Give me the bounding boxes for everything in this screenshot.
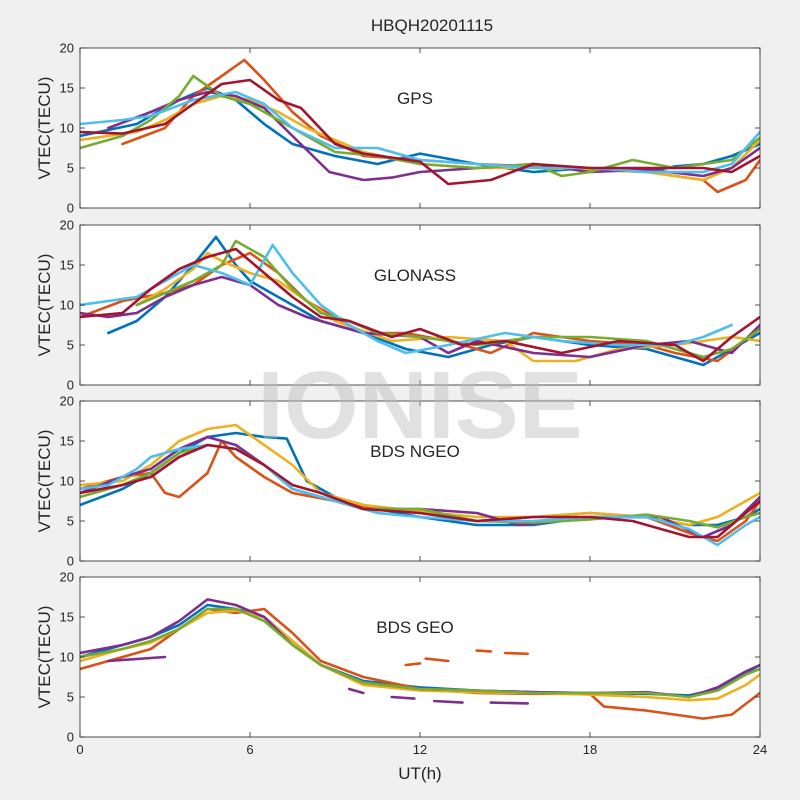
y-tick-label: 20 (60, 41, 74, 56)
series-line-6 (80, 443, 760, 539)
plot-area (80, 401, 760, 561)
y-tick-label: 10 (60, 298, 74, 313)
series-group (80, 58, 760, 194)
series-line-3 (107, 90, 760, 182)
y-tick-label: 10 (60, 474, 74, 489)
series-line-4 (80, 74, 760, 178)
y-tick-label: 5 (67, 690, 74, 705)
series-group (80, 598, 760, 720)
y-tick-label: 15 (60, 258, 74, 273)
y-axis-label: VTEC(TECU) (35, 77, 54, 180)
panel-label: GLONASS (374, 266, 456, 285)
y-tick-label: 0 (67, 201, 74, 216)
series-line-8 (503, 651, 529, 656)
y-tick-label: 10 (60, 121, 74, 136)
plot-area (80, 48, 760, 208)
y-tick-label: 15 (60, 434, 74, 449)
series-line-10 (347, 687, 365, 695)
y-tick-label: 0 (67, 378, 74, 393)
series-line-5 (80, 243, 733, 355)
y-axis-label: VTEC(TECU) (35, 254, 54, 357)
series-line-12 (432, 699, 464, 704)
series-line-6 (80, 78, 760, 186)
series-line-5 (404, 662, 422, 667)
plot-area (80, 225, 760, 385)
x-tick-label: 6 (246, 742, 253, 757)
panel-1: 0 5 10 15 20 VTEC(TECU) GLONASS (35, 218, 761, 393)
panel-label: GPS (397, 89, 433, 108)
panel-2: 0 5 10 15 20 VTEC(TECU) BDS NGEO (35, 394, 761, 569)
series-line-11 (390, 695, 416, 700)
x-tick-label: 0 (76, 742, 83, 757)
panel-0: 0 5 10 15 20 VTEC(TECU) GPS (35, 41, 761, 216)
y-tick-label: 5 (67, 514, 74, 529)
x-tick-label: 24 (753, 742, 767, 757)
series-line-2 (80, 423, 760, 527)
panel-label: BDS GEO (376, 618, 453, 637)
y-axis-label: VTEC(TECU) (35, 430, 54, 533)
series-line-5 (80, 90, 760, 174)
y-axis-label: VTEC(TECU) (35, 606, 54, 709)
y-tick-label: 15 (60, 81, 74, 96)
series-line-6 (424, 657, 450, 663)
watermark: IONISE (257, 352, 582, 459)
series-line-13 (489, 701, 529, 705)
y-tick-label: 20 (60, 394, 74, 409)
figure-title: HBQH20201115 (371, 16, 493, 35)
y-tick-label: 15 (60, 610, 74, 625)
panel-label: BDS NGEO (370, 442, 460, 461)
x-tick-label: 18 (583, 742, 597, 757)
panels: 0 5 10 15 20 VTEC(TECU) GPS 0 5 10 15 20 VTEC(TECU) G… (35, 41, 767, 758)
y-tick-label: 20 (60, 218, 74, 233)
y-tick-label: 0 (67, 730, 74, 745)
series-group (80, 235, 760, 367)
series-group (80, 423, 760, 547)
series-line-4 (80, 607, 760, 699)
x-tick-label: 12 (413, 742, 427, 757)
y-tick-label: 5 (67, 338, 74, 353)
series-line-6 (80, 247, 760, 363)
panel-3: 0 6 12 18 24 0 5 10 15 20 VTEC(TECU) BDS GEO (35, 570, 767, 758)
y-tick-label: 20 (60, 570, 74, 585)
y-tick-label: 5 (67, 161, 74, 176)
x-axis-label: UT(h) (398, 764, 441, 783)
series-line-0 (80, 603, 760, 697)
series-line-9 (107, 655, 167, 663)
series-line-7 (475, 649, 493, 653)
y-tick-label: 0 (67, 554, 74, 569)
y-tick-label: 10 (60, 650, 74, 665)
